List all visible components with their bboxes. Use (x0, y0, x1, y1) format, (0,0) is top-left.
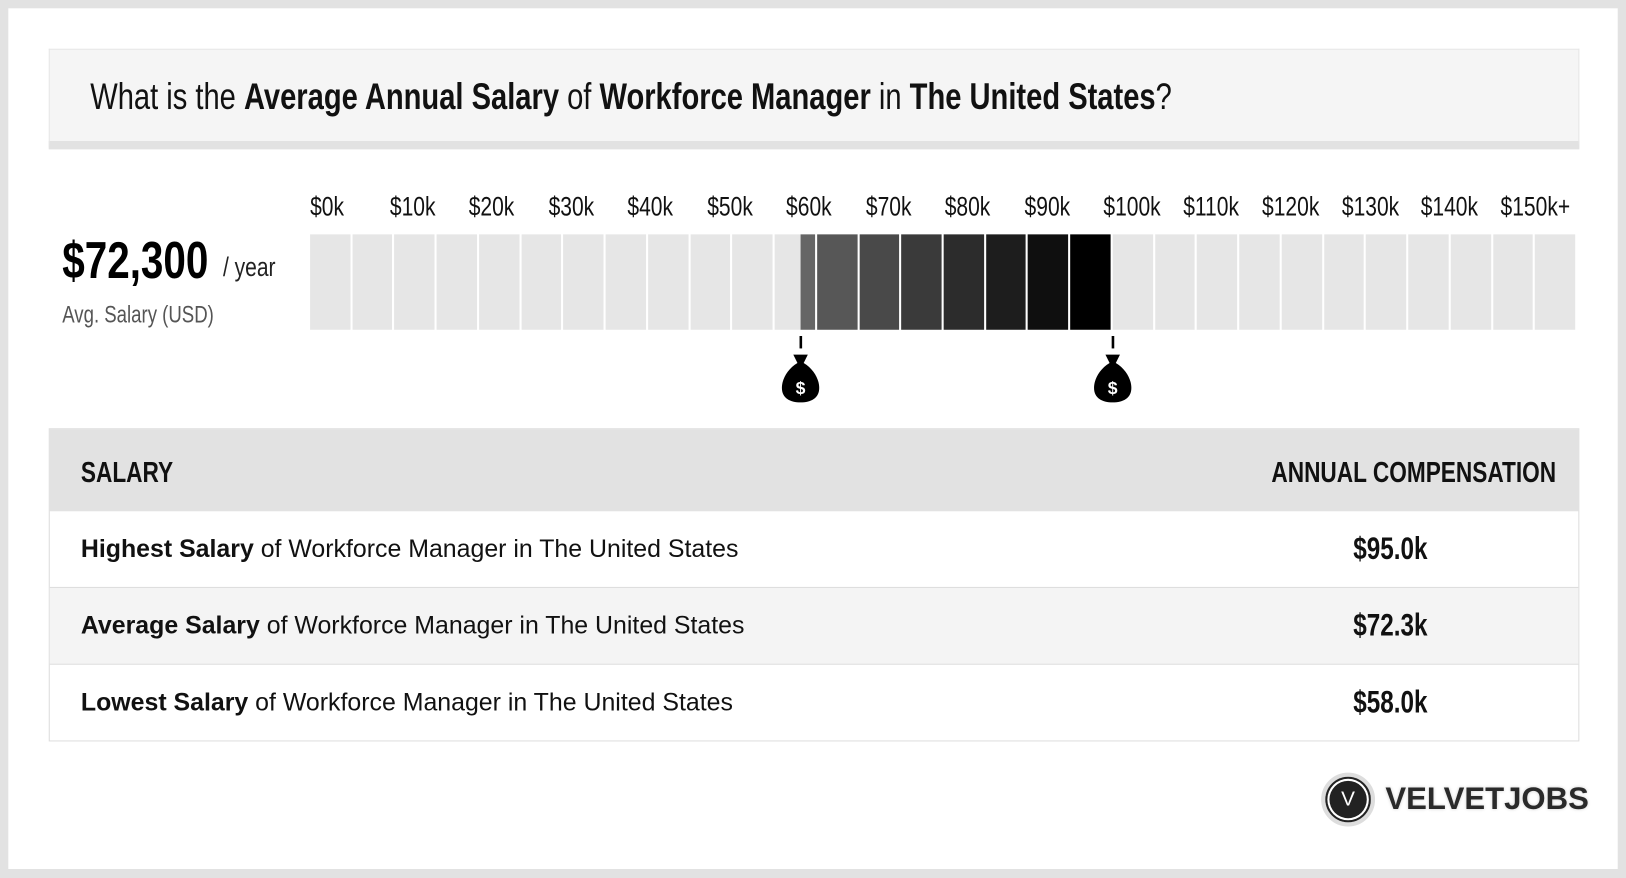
empty-segment (1366, 234, 1407, 330)
empty-segment (1535, 234, 1576, 330)
row-value: $72.3k (1353, 608, 1428, 643)
table-header: SALARY ANNUAL COMPENSATION (49, 429, 1579, 511)
tick-label: $130k (1341, 190, 1399, 222)
title-metric: Average Annual Salary (243, 74, 560, 118)
tick-label: $110k (1182, 190, 1239, 222)
row-value: $95.0k (1353, 531, 1428, 567)
average-salary-value: $72,300 (62, 231, 209, 290)
empty-segment (1408, 234, 1449, 330)
row-value: $58.0k (1353, 685, 1428, 720)
empty-segment (479, 234, 520, 330)
table-row: Lowest Salary of Workforce Manager in Th… (49, 663, 1579, 741)
empty-segment (732, 234, 773, 330)
tick-label: $150k+ (1500, 190, 1570, 222)
tick-label: $80k (944, 190, 991, 222)
tick-labels: $0k $10k $20k $30k $40k $50k $60k $70k $80k $90k $… (310, 191, 1586, 222)
empty-segment (394, 234, 435, 330)
empty-segment (647, 234, 689, 330)
range-segment (800, 234, 815, 330)
title-text: ? (1155, 74, 1172, 118)
panel: What is the Average Annual Salary of Wor… (8, 8, 1618, 870)
average-salary-unit: / year (222, 250, 276, 283)
empty-segment (1450, 234, 1491, 330)
question-header: What is the Average Annual Salary of Wor… (48, 48, 1580, 150)
tick-label: $50k (706, 190, 753, 222)
empty-segment (605, 234, 646, 330)
row-label-rest: of Workforce Manager in The United State… (248, 688, 733, 717)
range-segment (1028, 234, 1069, 330)
empty-segment (1154, 234, 1196, 330)
row-label: Average Salary of Workforce Manager in T… (81, 612, 745, 641)
row-label-rest: of Workforce Manager in The United State… (259, 611, 745, 640)
title-text: in (870, 74, 910, 118)
empty-segment (1492, 234, 1533, 330)
high-salary-money-bag-icon: $ (1092, 335, 1133, 409)
row-label-bold: Lowest Salary (80, 688, 249, 717)
empty-segment (690, 234, 731, 330)
column-header-compensation: ANNUAL COMPENSATION (1271, 456, 1557, 489)
empty-segment (1197, 234, 1238, 330)
tick-label: $60k (786, 190, 832, 222)
tick-label: $120k (1262, 190, 1320, 222)
empty-segment (1112, 234, 1153, 330)
logo-text: VELVETJOBS (1385, 781, 1589, 817)
empty-segment (310, 234, 351, 330)
tick-label: $70k (865, 190, 911, 222)
logo-mark-icon: V (1321, 772, 1376, 827)
tick-label: $40k (627, 190, 673, 222)
title-location: The United States (909, 74, 1156, 118)
salary-range-bar (310, 234, 1577, 330)
salary-table: SALARY ANNUAL COMPENSATION Highest Salar… (48, 428, 1580, 742)
table-row: Highest Salary of Workforce Manager in T… (49, 510, 1579, 587)
range-segment (943, 234, 984, 330)
tick-label: $0k (310, 190, 344, 222)
low-salary-money-bag-icon: $ (779, 335, 820, 409)
empty-segment (1281, 234, 1322, 330)
column-header-salary: SALARY (80, 456, 174, 489)
title-text: What is the (90, 74, 244, 118)
tick-label: $100k (1103, 190, 1161, 222)
velvetjobs-logo: V VELVETJOBS (1321, 772, 1589, 827)
range-segment (859, 234, 900, 330)
title-text: of (559, 74, 600, 118)
tick-label: $10k (389, 190, 436, 222)
empty-segment (1239, 234, 1280, 330)
row-label: Lowest Salary of Workforce Manager in Th… (81, 689, 733, 718)
range-segment (816, 234, 858, 330)
row-label: Highest Salary of Workforce Manager in T… (81, 535, 739, 564)
svg-text:$: $ (1108, 378, 1118, 398)
average-salary: $72,300 / year (62, 230, 275, 290)
empty-segment (563, 234, 604, 330)
empty-segment (521, 234, 562, 330)
tick-label: $140k (1420, 190, 1478, 222)
empty-segment (352, 234, 393, 330)
row-label-bold: Average Salary (80, 611, 260, 640)
empty-segment (436, 234, 477, 330)
range-segment (901, 234, 942, 330)
title-job: Workforce Manager (599, 74, 871, 118)
row-label-bold: Highest Salary (80, 535, 254, 564)
page-title: What is the Average Annual Salary of Wor… (90, 75, 1172, 119)
tick-label: $90k (1024, 190, 1070, 222)
table-row: Average Salary of Workforce Manager in T… (49, 586, 1579, 664)
range-segment (985, 234, 1027, 330)
empty-segment (1323, 234, 1364, 330)
average-salary-label: Avg. Salary (USD) (62, 300, 214, 328)
tick-label: $30k (548, 190, 594, 222)
empty-segment (774, 234, 801, 330)
svg-text:$: $ (795, 378, 805, 398)
range-segment (1070, 234, 1111, 330)
tick-label: $20k (468, 190, 515, 222)
row-label-rest: of Workforce Manager in The United State… (253, 535, 739, 564)
